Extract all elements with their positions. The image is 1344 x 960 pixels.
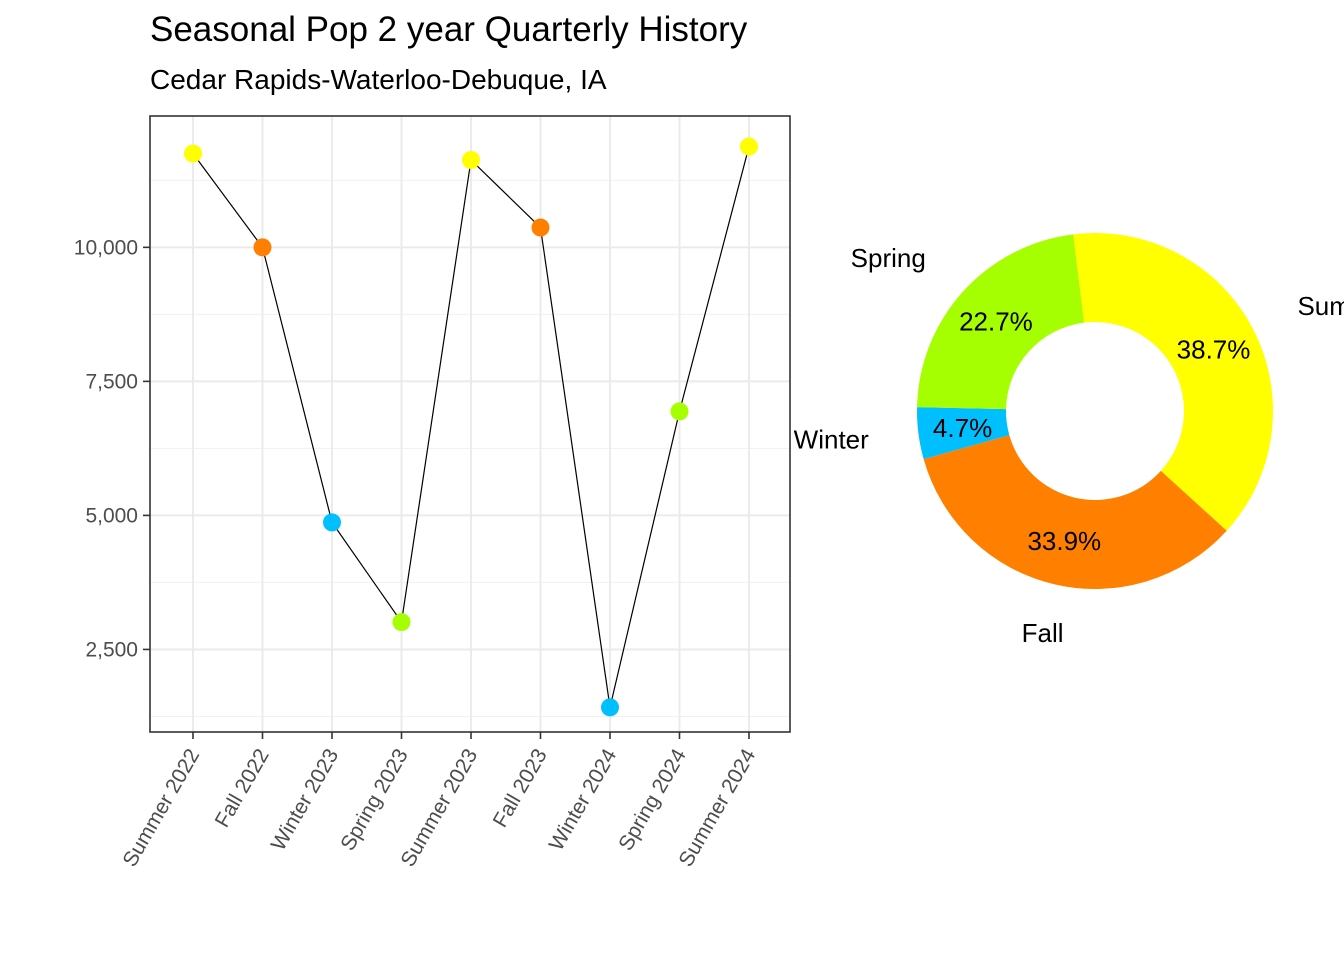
x-tick-label: Fall 2023 — [489, 745, 552, 831]
y-tick-label: 10,000 — [74, 236, 138, 259]
chart-subtitle: Cedar Rapids-Waterloo-Debuque, IA — [150, 64, 607, 95]
donut-chart: 38.7% Summer 33.9% Fall 4.7% Winter 22.7% Sprin… — [794, 233, 1344, 648]
x-tick-label: Spring 2024 — [614, 745, 691, 855]
data-point — [601, 698, 619, 717]
y-tick-label: 5,000 — [85, 504, 138, 527]
x-tick-label: Fall 2022 — [211, 745, 274, 831]
slice-percent-label: 33.9% — [1027, 526, 1101, 556]
x-tick-label: Summer 2022 — [118, 745, 204, 871]
x-tick-label: Winter 2024 — [545, 745, 622, 855]
donut-slice-summer — [1073, 233, 1273, 531]
x-tick-label: Summer 2024 — [674, 745, 760, 871]
data-point — [253, 238, 272, 257]
donut-slice-fall — [923, 435, 1227, 589]
data-point — [462, 150, 480, 169]
slice-name-label: Spring — [851, 243, 926, 273]
plot-border — [149, 115, 791, 733]
data-point — [184, 144, 202, 163]
y-tick-label: 2,500 — [85, 638, 138, 661]
data-point — [323, 513, 341, 532]
donut-slice-winter — [917, 407, 1010, 460]
data-point — [670, 402, 689, 421]
slice-percent-label: 22.7% — [959, 307, 1033, 337]
y-tick-label: 7,500 — [85, 370, 138, 393]
slice-name-label: Winter — [794, 425, 869, 455]
x-tick-label: Winter 2023 — [267, 745, 344, 855]
slice-percent-label: 4.7% — [933, 413, 992, 443]
slice-name-label: Fall — [1022, 618, 1064, 648]
data-point — [740, 137, 758, 156]
data-point — [531, 218, 550, 237]
slice-name-label: Summer — [1297, 291, 1344, 321]
donut-slice-spring — [917, 234, 1085, 410]
data-point — [392, 613, 411, 632]
chart-title: Seasonal Pop 2 year Quarterly History — [150, 10, 748, 49]
x-tick-label: Summer 2023 — [396, 745, 482, 871]
slice-percent-label: 38.7% — [1177, 335, 1251, 365]
x-tick-label: Spring 2023 — [336, 745, 413, 855]
